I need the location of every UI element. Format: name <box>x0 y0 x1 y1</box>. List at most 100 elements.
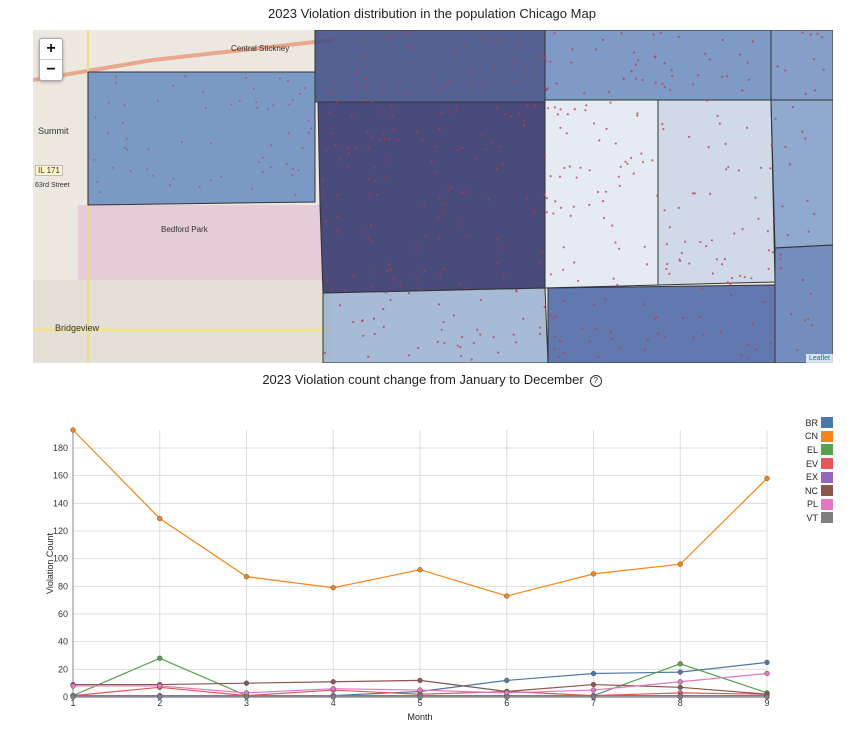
violation-dot <box>598 139 601 142</box>
data-point-vt <box>243 694 250 700</box>
violation-dot <box>417 346 420 350</box>
violation-dot <box>346 166 349 169</box>
violation-dot <box>552 317 555 320</box>
chart-legend: BR CN EL EV EX NC PL VT <box>800 416 833 525</box>
violation-dot <box>496 261 499 264</box>
violation-dot <box>343 289 346 292</box>
violation-dot <box>355 71 358 75</box>
violation-dot <box>288 103 291 106</box>
violation-dot <box>558 175 562 178</box>
violation-dot <box>370 239 373 242</box>
violation-dot <box>384 35 387 39</box>
violation-dot <box>392 277 395 280</box>
violation-dot <box>291 98 294 101</box>
violation-dot <box>684 240 687 243</box>
legend-item-el[interactable]: EL <box>800 443 833 457</box>
violation-dot <box>439 273 442 276</box>
violation-dot <box>252 87 255 90</box>
violation-dot <box>741 228 744 231</box>
violation-dot <box>630 156 633 160</box>
violation-dot <box>172 177 175 180</box>
choropleth-map[interactable]: + − Central Stickney Summit IL 171 63rd … <box>33 30 833 363</box>
violation-dot <box>678 258 681 261</box>
violation-dot <box>331 90 334 93</box>
violation-dot <box>392 128 395 131</box>
violation-dot <box>733 232 736 235</box>
violation-dot <box>680 251 683 255</box>
violation-dot <box>636 114 639 117</box>
violation-dot <box>360 319 364 323</box>
violation-dot <box>688 262 691 265</box>
violation-dot <box>729 282 732 285</box>
legend-swatch <box>821 417 833 429</box>
violation-dot <box>328 111 331 114</box>
violation-dot <box>487 198 490 201</box>
violation-dot <box>642 303 645 306</box>
violation-dot <box>604 190 608 193</box>
legend-item-ev[interactable]: EV <box>800 457 833 471</box>
legend-item-br[interactable]: BR <box>800 416 833 430</box>
violation-dot <box>719 330 722 334</box>
legend-label: VT <box>806 512 818 523</box>
violation-dot <box>180 141 183 144</box>
leaflet-attribution-link[interactable]: Leaflet <box>805 354 833 363</box>
legend-item-cn[interactable]: CN <box>800 430 833 444</box>
violation-dot <box>539 326 542 329</box>
violation-dot <box>424 234 427 237</box>
zoom-out-button[interactable]: − <box>40 59 62 80</box>
violation-dot <box>115 76 117 78</box>
violation-dot <box>760 166 763 169</box>
violation-dot <box>663 86 666 89</box>
violation-dot <box>726 281 729 284</box>
violation-dot <box>626 162 629 165</box>
map-title: 2023 Violation distribution in the popul… <box>268 6 596 21</box>
violation-dot <box>709 192 712 195</box>
violation-dot <box>771 251 774 254</box>
violation-dot <box>755 348 758 351</box>
violation-dot <box>364 84 367 87</box>
violation-dot <box>210 142 213 145</box>
violation-dot <box>361 228 364 231</box>
violation-dot <box>809 292 812 296</box>
violation-dot <box>210 179 213 182</box>
violation-dot <box>565 132 568 135</box>
violation-dot <box>383 137 386 140</box>
violation-dot <box>370 100 373 103</box>
legend-item-pl[interactable]: PL <box>800 498 833 512</box>
violation-dot <box>566 113 569 116</box>
violation-dot <box>365 99 368 103</box>
violation-dot <box>469 71 472 74</box>
violation-dot <box>617 175 620 178</box>
data-point-vt <box>590 694 597 700</box>
violation-dot <box>461 336 464 339</box>
help-icon[interactable]: ? <box>589 374 602 387</box>
violation-dot <box>539 52 542 56</box>
violation-dot <box>502 273 505 276</box>
data-point-nc <box>677 684 683 690</box>
violation-dot <box>352 274 355 277</box>
legend-label: PL <box>806 499 818 510</box>
map-canvas[interactable] <box>33 30 833 363</box>
legend-item-vt[interactable]: VT <box>800 511 833 525</box>
violation-dot <box>294 193 297 196</box>
violation-dot <box>363 37 366 40</box>
violation-dot <box>739 53 742 56</box>
violation-dot <box>326 279 329 282</box>
violation-dot <box>665 243 669 246</box>
violation-dot <box>363 53 366 56</box>
violation-dot <box>272 104 275 107</box>
legend-item-nc[interactable]: NC <box>800 484 833 498</box>
violation-dot <box>711 272 715 275</box>
violation-dot <box>503 113 506 116</box>
violation-dot <box>330 288 333 291</box>
zoom-in-button[interactable]: + <box>46 40 56 57</box>
violation-dot <box>699 240 702 244</box>
violation-dot <box>746 61 749 64</box>
legend-item-ex[interactable]: EX <box>800 470 833 484</box>
violation-dot <box>204 106 207 109</box>
violation-dot <box>369 224 372 227</box>
violation-dot <box>698 315 702 319</box>
violation-dot <box>495 167 498 170</box>
violation-dot <box>479 333 482 336</box>
violation-dot <box>525 195 528 198</box>
